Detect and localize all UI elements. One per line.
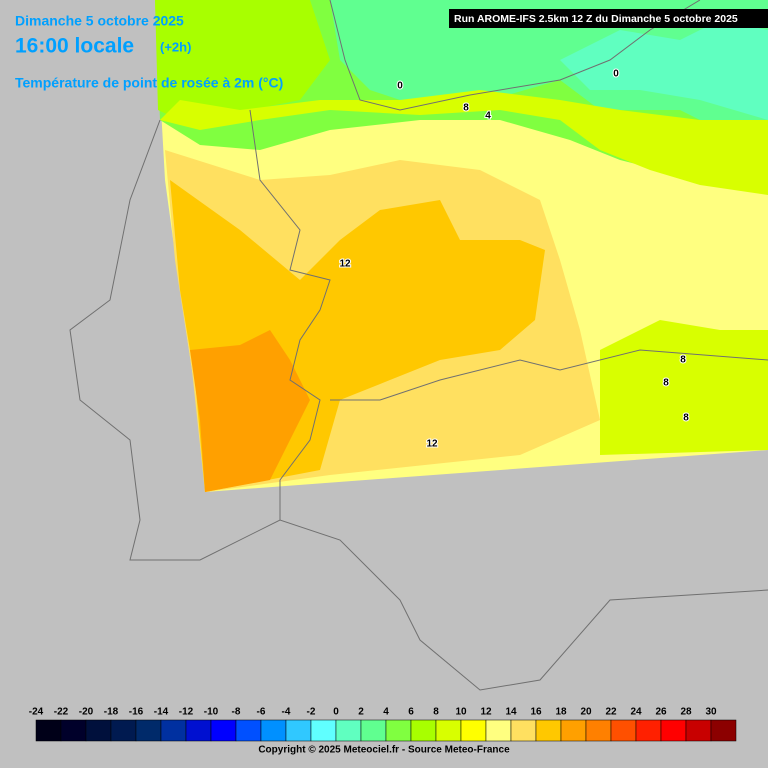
contour-label: 12	[426, 439, 438, 450]
contour-label: 8	[680, 355, 686, 366]
field-cyan	[560, 20, 768, 120]
legend-swatch	[685, 719, 712, 742]
legend-swatch	[585, 719, 612, 742]
legend-tick-label: 10	[455, 707, 467, 718]
run-label: Run AROME-IFS 2.5km 12 Z du Dimanche 5 o…	[454, 13, 738, 25]
legend-swatch	[610, 719, 637, 742]
field-darkorange	[190, 330, 310, 492]
coastline	[329, 0, 701, 111]
legend-swatch	[110, 719, 137, 742]
legend-swatch	[535, 719, 562, 742]
map-title: Dimanche 5 octobre 2025	[15, 13, 184, 29]
legend-tick-label: -8	[232, 707, 241, 718]
legend-tick-label: -6	[257, 707, 266, 718]
legend-tick-label: 24	[630, 707, 642, 718]
legend-swatch	[135, 719, 162, 742]
legend-swatch	[285, 719, 312, 742]
legend-swatch	[660, 719, 687, 742]
coastline-west	[69, 119, 768, 691]
legend-swatch	[510, 719, 537, 742]
contour-label: 8	[663, 378, 669, 389]
legend-tick-label: -4	[282, 707, 291, 718]
legend-tick-label: 8	[433, 707, 439, 718]
region-line	[330, 349, 768, 401]
legend-swatch	[635, 719, 662, 742]
subtitle: Température de point de rosée à 2m (°C)	[15, 75, 283, 91]
legend-tick-label: 12	[480, 707, 492, 718]
legend-swatch	[235, 719, 262, 742]
legend-swatch	[360, 719, 387, 742]
legend-swatch	[335, 719, 362, 742]
legend-swatch	[260, 719, 287, 742]
legend-tick-label: -12	[179, 707, 194, 718]
contour-label: 4	[485, 111, 491, 122]
contour-label: 8	[463, 103, 469, 114]
run-box	[449, 9, 768, 28]
legend-tick-label: 30	[705, 707, 717, 718]
legend-swatch	[185, 719, 212, 742]
field-lime2	[160, 90, 768, 195]
legend-swatch	[160, 719, 187, 742]
legend-swatch	[310, 719, 337, 742]
header: Dimanche 5 octobre 2025 16:00 locale (+2…	[15, 9, 768, 91]
contour-label: 0	[613, 69, 619, 80]
legend-tick-label: -22	[54, 707, 69, 718]
time-label: 16:00 locale	[15, 35, 134, 58]
legend-tick-label: -2	[307, 707, 316, 718]
legend-tick-label: -14	[154, 707, 169, 718]
legend-swatch	[210, 719, 237, 742]
legend-swatch	[435, 719, 462, 742]
legend-swatch	[560, 719, 587, 742]
legend-tick-label: -10	[204, 707, 219, 718]
legend-tick-label: 2	[358, 707, 364, 718]
legend-tick-label: 6	[408, 707, 414, 718]
legend-tick-label: 28	[680, 707, 692, 718]
legend-tick-label: 4	[383, 707, 389, 718]
legend-swatch	[85, 719, 112, 742]
legend-tick-label: -16	[129, 707, 144, 718]
legend-swatch	[60, 719, 87, 742]
legend-swatch	[460, 719, 487, 742]
contour-label: 8	[683, 413, 689, 424]
copyright: Copyright © 2025 Meteociel.fr - Source M…	[258, 745, 510, 756]
legend-swatch	[385, 719, 412, 742]
time-offset: (+2h)	[160, 39, 191, 54]
border-line	[249, 109, 331, 520]
legend-swatch	[35, 719, 62, 742]
legend-tick-label: -20	[79, 707, 94, 718]
legend-tick-label: 18	[555, 707, 567, 718]
contour-label: 12	[339, 259, 351, 270]
legend-tick-label: 16	[530, 707, 542, 718]
legend-tick-label: 26	[655, 707, 667, 718]
contour-label: 0	[397, 81, 403, 92]
legend-tick-label: 20	[580, 707, 592, 718]
field-lime3	[600, 320, 768, 455]
legend-swatch	[710, 719, 737, 742]
legend-swatch	[485, 719, 512, 742]
legend-tick-label: -24	[29, 707, 44, 718]
field-lime	[155, 0, 330, 130]
legend-tick-label: 22	[605, 707, 617, 718]
legend-tick-label: 14	[505, 707, 517, 718]
legend-tick-label: 0	[333, 707, 339, 718]
legend-tick-label: -18	[104, 707, 119, 718]
legend-swatch	[410, 719, 437, 742]
